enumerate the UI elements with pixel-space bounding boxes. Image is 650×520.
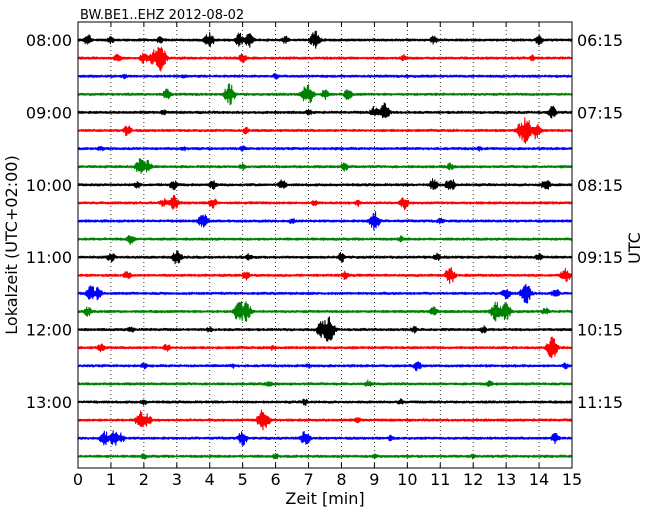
trace-10 (77, 194, 573, 211)
x-tick-label: 4 (205, 470, 215, 489)
x-tick-label: 7 (303, 470, 313, 489)
y-tick-label-left: 10:00 (26, 176, 72, 195)
x-tick-label: 10 (397, 470, 417, 489)
y-tick-label-left: 13:00 (26, 393, 72, 412)
y-tick-label-right: 08:15 (577, 176, 623, 195)
y-tick-label-right: 07:15 (577, 103, 623, 122)
x-tick-label: 13 (496, 470, 516, 489)
trace-15 (77, 283, 573, 304)
trace-7 (77, 145, 573, 152)
x-tick-label: 5 (238, 470, 248, 489)
y-tick-label-left: 09:00 (26, 103, 72, 122)
y-tick-label-right: 09:15 (577, 248, 623, 267)
x-tick-label: 15 (562, 470, 582, 489)
trace-3 (77, 72, 573, 80)
y-tick-label-left: 11:00 (26, 248, 72, 267)
trace-17 (77, 316, 573, 342)
x-tick-label: 1 (106, 470, 116, 489)
trace-9 (77, 178, 573, 191)
x-tick-label: 9 (369, 470, 379, 489)
trace-group (77, 30, 573, 460)
y-tick-label-left: 12:00 (26, 321, 72, 340)
trace-16 (77, 301, 573, 322)
tick-group: 0 1 2 3 4 5 6 7 8 9 10 11 12 13 14 1508:0009:0010:0011:… (26, 22, 623, 489)
y-axis-label-right: UTC (625, 232, 644, 264)
trace-5 (77, 102, 573, 119)
trace-21 (77, 398, 573, 407)
trace-2 (77, 46, 573, 72)
trace-12 (77, 234, 573, 246)
x-tick-label: 12 (463, 470, 483, 489)
x-tick-label: 2 (139, 470, 149, 489)
y-tick-label-right: 10:15 (577, 321, 623, 340)
trace-24 (77, 453, 573, 460)
plot-frame (77, 21, 573, 469)
trace-4 (77, 83, 573, 106)
y-axis-label-left: Lokalzeit (UTC+02:00) (2, 155, 21, 334)
y-tick-label-left: 08:00 (26, 31, 72, 50)
x-tick-label: 3 (172, 470, 182, 489)
trace-6 (77, 117, 573, 144)
y-tick-label-right: 06:15 (577, 31, 623, 50)
trace-1 (77, 30, 573, 49)
trace-19 (77, 361, 573, 372)
trace-13 (77, 250, 573, 265)
x-tick-label: 11 (430, 470, 450, 489)
x-tick-label: 14 (529, 470, 549, 489)
trace-22 (77, 409, 573, 431)
trace-18 (77, 336, 573, 359)
x-tick-label: 0 (73, 470, 83, 489)
chart-title: BW.BE1..EHZ 2012-08-02 (80, 8, 244, 23)
x-tick-label: 8 (336, 470, 346, 489)
trace-8 (77, 158, 573, 174)
trace-23 (77, 430, 573, 446)
trace-20 (77, 379, 573, 387)
x-tick-label: 6 (271, 470, 281, 489)
x-axis-label: Zeit [min] (285, 489, 364, 508)
trace-14 (77, 266, 573, 285)
trace-11 (77, 211, 573, 231)
y-tick-label-right: 11:15 (577, 393, 623, 412)
